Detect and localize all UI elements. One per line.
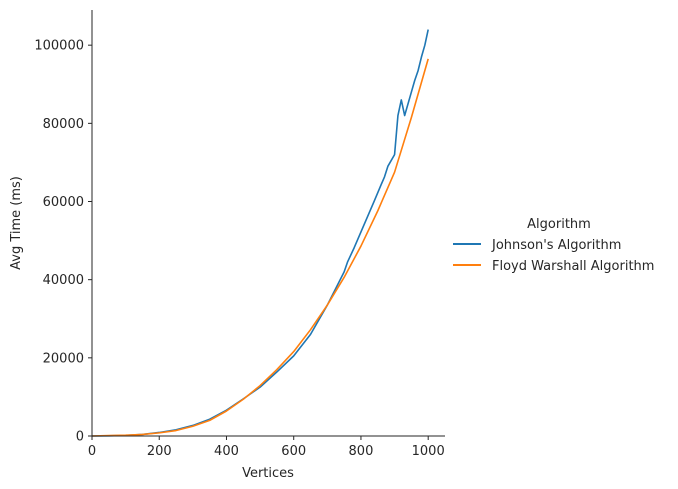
y-tick-label: 80000 [43,117,84,132]
x-tick-label: 400 [214,444,239,459]
y-tick-label: 20000 [43,351,84,366]
x-tick-label: 600 [281,444,306,459]
y-tick-label: 100000 [34,39,84,54]
y-tick-label: 60000 [43,195,84,210]
x-tick-label: 0 [88,444,96,459]
y-axis-label: Avg Time (ms) [9,176,24,270]
legend-label-floyd-warshall: Floyd Warshall Algorithm [492,259,654,274]
legend-title: Algorithm [527,217,591,232]
series-line-johnson [91,29,429,437]
legend-label-johnson: Johnson's Algorithm [491,238,621,253]
x-axis-label: Vertices [242,466,294,481]
y-tick-label: 40000 [43,273,84,288]
x-tick-label: 200 [147,444,172,459]
x-ticks: 0 200 400 600 800 1000 [88,436,445,459]
series-line-floyd-warshall [91,58,429,437]
y-tick-label: 0 [76,430,84,445]
x-tick-label: 1000 [412,444,445,459]
legend: Algorithm Johnson's Algorithm Floyd Wars… [453,217,654,274]
series-layer [91,29,429,437]
plot-area: 0 200 400 600 800 1000 0 20000 40000 60000 80000 1… [34,10,445,459]
y-ticks: 0 20000 40000 60000 80000 100000 [34,39,92,445]
x-tick-label: 800 [349,444,374,459]
